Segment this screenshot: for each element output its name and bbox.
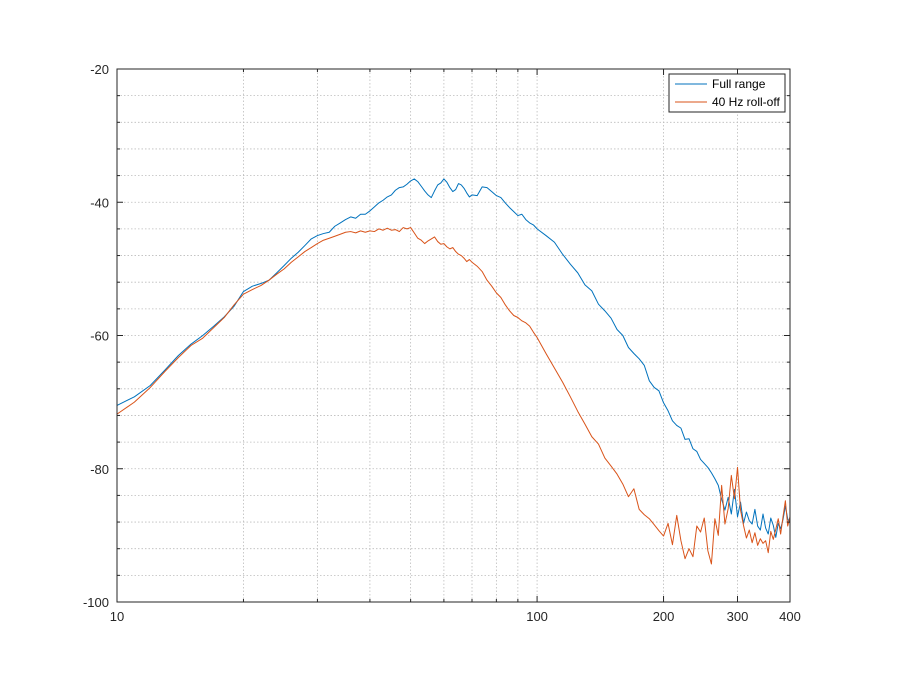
series-lines — [116, 178, 791, 565]
grid-lines — [117, 69, 790, 602]
y-tick-label: -40 — [90, 195, 109, 210]
legend-label-full-range: Full range — [712, 77, 766, 91]
y-tick-label: -60 — [90, 329, 109, 344]
series-line-0 — [116, 178, 791, 538]
x-tick-label: 200 — [653, 609, 675, 624]
x-tick-label: 100 — [526, 609, 548, 624]
legend[interactable]: Full range 40 Hz roll-off — [668, 73, 786, 113]
series-line-1 — [116, 227, 791, 565]
x-tick-label: 400 — [779, 609, 801, 624]
x-tick-label: 10 — [110, 609, 124, 624]
y-tick-label: -80 — [90, 462, 109, 477]
y-tick-label: -20 — [90, 62, 109, 77]
axis-ticks: 10 100 200 300 400 -20 -40 -60 -80 -100 — [83, 62, 801, 624]
legend-label-40hz-roll-off: 40 Hz roll-off — [712, 95, 780, 109]
legend-box — [668, 73, 786, 113]
y-tick-label: -100 — [83, 595, 109, 610]
x-tick-label: 300 — [727, 609, 749, 624]
